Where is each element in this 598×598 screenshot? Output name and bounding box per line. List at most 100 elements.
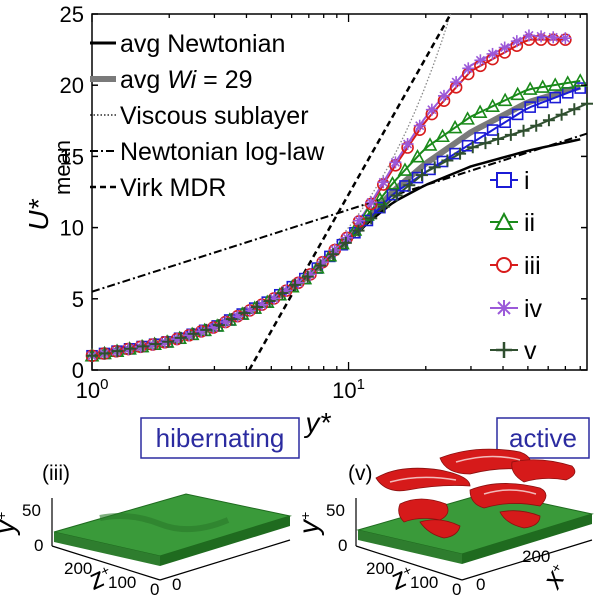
marker-iv-35	[510, 35, 523, 48]
y-axis-label-main: U*	[23, 198, 54, 230]
marker-v-5	[149, 338, 162, 351]
marker-iv-34	[498, 41, 511, 54]
legend-marker-ii	[494, 211, 514, 230]
marker-ii-34	[510, 86, 525, 101]
y-tick-label-20: 20	[60, 73, 84, 98]
marker-v-32	[492, 133, 505, 146]
marker-v-37	[555, 108, 568, 121]
x-tick-label-10: 101	[332, 376, 365, 403]
marker-v-24	[390, 189, 403, 202]
tag-active-label: active	[509, 423, 577, 453]
panel-right-y-label: y+	[293, 512, 324, 536]
legend-marker-iii	[496, 257, 512, 273]
marker-ii-37	[547, 77, 563, 91]
legend-label-viscous: Viscous sublayer	[120, 102, 309, 130]
marker-iv-31	[462, 62, 475, 75]
marker-ii-33	[497, 92, 513, 107]
ref-line-mdr	[248, 14, 452, 370]
marker-iv-29-d	[439, 91, 449, 101]
marker-iv-32	[474, 54, 487, 67]
x-tick-label-1: 100	[76, 376, 109, 403]
legend-marker-iv	[496, 300, 512, 316]
vortex-highlights	[389, 455, 537, 495]
marker-v-0	[86, 349, 98, 362]
marker-v-29	[454, 147, 467, 160]
marker-v-10	[212, 319, 225, 332]
marker-iv-7-d	[172, 334, 182, 344]
panel-right-ztick-100: 100	[410, 573, 438, 592]
marker-v-6	[162, 335, 175, 348]
tag-hibernating-label: hibernating	[156, 423, 285, 453]
marker-iv-27-d	[415, 121, 425, 131]
legend-series: i ii iii iv	[490, 167, 543, 365]
marker-v-15	[276, 287, 289, 300]
marker-v-13	[251, 301, 263, 314]
marker-iv-39	[559, 32, 572, 45]
marker-iv-38	[547, 31, 560, 44]
marker-v-17	[301, 270, 314, 283]
marker-iv-39-d	[560, 33, 570, 43]
y-ticks: 0 5 10 15 20 25	[60, 2, 587, 383]
panel-left-y-label: y+	[0, 512, 20, 536]
marker-v-39	[581, 97, 593, 110]
legend-label-avg-newtonian: avg Newtonian	[120, 30, 285, 58]
marker-iv-21-d	[342, 233, 352, 243]
legend-label-ii: ii	[524, 209, 535, 237]
marker-i-35	[524, 101, 536, 113]
marker-i-34	[511, 108, 524, 121]
marker-iv-34-d	[500, 42, 510, 53]
legend-marker-i	[496, 172, 512, 188]
panel-active-v: (v) 50 0 200 100 0 200 0 y+ z+ x+	[293, 448, 594, 598]
marker-v-3	[124, 342, 137, 355]
marker-iv-26	[401, 138, 414, 151]
marker-ii-38	[560, 75, 576, 89]
panel-right-xtick-0: 0	[476, 575, 485, 594]
legend-label-iv: iv	[524, 295, 543, 323]
marker-ii-39	[572, 73, 588, 87]
marker-iv-36-d	[524, 30, 534, 41]
marker-v-18	[314, 259, 327, 272]
marker-ii-36	[535, 79, 551, 93]
legend-label-mdr: Virk MDR	[120, 174, 226, 202]
y-tick-label-15: 15	[60, 144, 84, 169]
marker-v-30	[466, 141, 479, 154]
legend-label-v: v	[524, 337, 537, 365]
marker-iv-25	[389, 156, 402, 169]
marker-i-37	[549, 91, 562, 104]
y-tick-label-10: 10	[60, 216, 84, 241]
marker-ii-31	[472, 104, 488, 118]
tag-active: active	[496, 417, 590, 459]
marker-iv-25-d	[390, 157, 401, 167]
panel-right-label: (v)	[348, 462, 373, 485]
marker-iv-22-d	[354, 216, 364, 226]
marker-iv-23	[365, 196, 378, 209]
marker-iv-29	[437, 89, 450, 102]
panel-left-ztick-100: 100	[108, 573, 136, 592]
marker-ii-24	[385, 175, 400, 190]
legend-series-ii: ii	[490, 209, 535, 237]
panel-left-label: (iii)	[42, 462, 70, 485]
marker-ii-26	[410, 149, 425, 163]
marker-v-31	[479, 137, 492, 150]
series-markers-v	[86, 97, 593, 362]
legend-series-iv: iv	[490, 295, 543, 323]
marker-iv-36	[522, 29, 535, 42]
marker-iv-28	[425, 103, 438, 116]
surface-ridge	[99, 513, 230, 533]
marker-iv-33-d	[487, 49, 498, 59]
marker-ii-23	[372, 191, 388, 206]
panel-right-xtick-200: 200	[522, 547, 550, 566]
marker-v-14	[263, 294, 276, 307]
main-chart: 0 5 10 15 20 25 100 101 U* mean y* avg Newtoni…	[23, 2, 593, 438]
marker-v-21	[352, 224, 365, 237]
marker-v-20	[339, 236, 352, 249]
marker-iv-33	[486, 47, 499, 60]
legend-series-i: i	[490, 167, 530, 195]
x-axis-label: y*	[304, 407, 332, 438]
marker-i-32	[486, 124, 499, 136]
marker-v-36	[542, 114, 555, 127]
legend-label-loglaw: Newtonian log-law	[120, 138, 325, 166]
panel-right-ytick-50: 50	[326, 501, 345, 520]
x-ticks: 100 101	[76, 14, 581, 403]
marker-iv-35-d	[512, 36, 522, 46]
